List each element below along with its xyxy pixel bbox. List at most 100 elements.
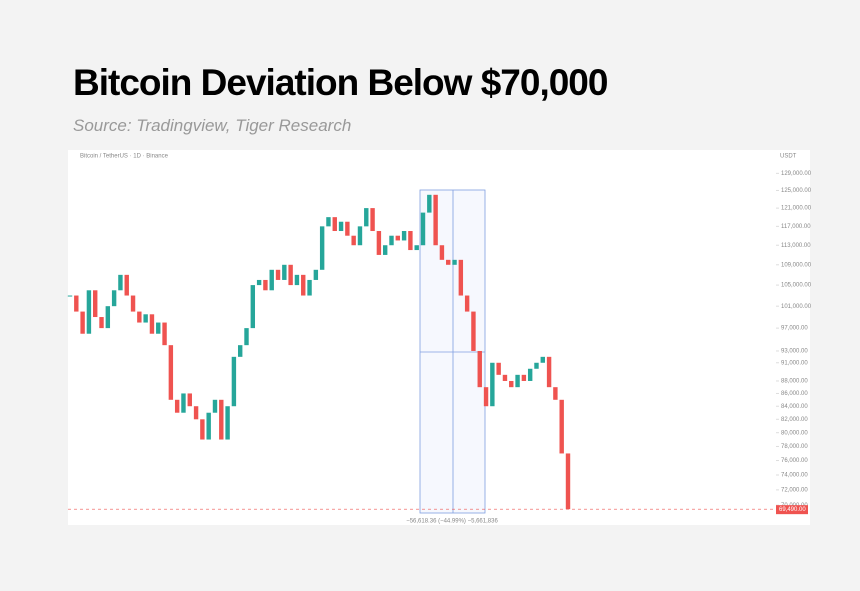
candle-body — [464, 295, 470, 312]
candle-body — [193, 406, 199, 420]
candle-body — [565, 453, 571, 510]
y-tick-label: 101,000.00 — [781, 304, 812, 310]
candle-body — [256, 279, 262, 286]
candle-body — [174, 399, 180, 413]
candle-body — [74, 295, 79, 312]
candle-body — [439, 245, 445, 260]
candle-body — [212, 399, 218, 413]
candle-body — [509, 380, 514, 388]
candle-body — [294, 274, 300, 286]
candle-body — [490, 362, 495, 407]
candle-body — [143, 314, 148, 323]
candle-body — [219, 399, 224, 440]
candle-body — [326, 217, 331, 227]
candle-body — [483, 387, 489, 407]
candle-body — [427, 194, 432, 213]
candle-body — [553, 387, 558, 400]
candle-body — [414, 245, 419, 251]
y-tick-label: 93,000.00 — [781, 349, 808, 355]
candle-body — [433, 194, 438, 246]
y-tick-label: 121,000.00 — [781, 206, 812, 212]
y-tick-label: 72,000.00 — [781, 487, 808, 493]
measure-label: −56,618.36 (−44.99%) −5,661,836 — [406, 519, 498, 525]
candle-body — [521, 374, 527, 381]
y-tick-label: 117,000.00 — [781, 224, 811, 230]
candle-body — [99, 317, 104, 329]
candle-body — [370, 208, 375, 232]
candle-body — [319, 226, 325, 270]
candle-body — [376, 231, 382, 255]
candle-body — [149, 314, 155, 334]
last-price-box — [776, 505, 808, 515]
chart-panel — [68, 150, 810, 525]
candle-body — [244, 328, 249, 346]
candle-body — [477, 350, 482, 388]
y-tick-label: 78,000.00 — [781, 444, 808, 450]
candle-body — [395, 235, 401, 241]
candle-body — [206, 412, 211, 440]
candle-body — [527, 368, 533, 381]
candle-body — [130, 295, 136, 312]
y-tick-label: 76,000.00 — [781, 458, 808, 464]
candle-body — [263, 279, 268, 291]
candle-body — [67, 295, 73, 297]
candle-body — [105, 306, 111, 329]
y-tick-label: 74,000.00 — [781, 473, 808, 479]
candle-body — [288, 264, 293, 286]
y-tick-label: 88,000.00 — [781, 379, 808, 385]
y-tick-label: 80,000.00 — [781, 430, 808, 436]
y-tick-label: 125,000.00 — [781, 188, 812, 194]
candle-body — [275, 269, 281, 280]
candle-body — [80, 311, 85, 334]
measure-box — [419, 189, 486, 514]
candle-body — [86, 290, 92, 334]
candle-body — [301, 274, 306, 296]
candle-body — [496, 362, 501, 375]
candle-body — [200, 419, 205, 440]
candle-body — [382, 245, 388, 255]
y-tick-label: 105,000.00 — [781, 283, 812, 289]
candle-body — [269, 269, 274, 291]
y-tick-label: 113,000.00 — [781, 243, 811, 249]
y-tick-label: 82,000.00 — [781, 417, 808, 423]
candle-body — [515, 374, 520, 388]
y-tick-label: 86,000.00 — [781, 391, 808, 397]
candle-body — [93, 290, 98, 318]
candle-body — [282, 264, 287, 280]
candle-body — [187, 393, 192, 407]
y-tick-label: 129,000.00 — [781, 171, 812, 177]
candle-body — [250, 285, 256, 329]
candle-body — [540, 356, 545, 363]
candle-body — [351, 235, 356, 246]
candle-body — [452, 259, 457, 265]
currency: USDT — [780, 154, 797, 160]
candle-body — [156, 322, 161, 334]
candle-body — [458, 259, 464, 296]
candle-body — [124, 274, 129, 296]
candle-body — [111, 290, 117, 307]
candle-body — [332, 217, 337, 232]
candle-body — [237, 345, 243, 357]
candle-body — [231, 356, 237, 407]
candle-body — [559, 399, 564, 454]
title: Bitcoin Deviation Below $70,000 — [73, 62, 608, 103]
y-tick-label: 97,000.00 — [781, 326, 808, 332]
last-price-label: 69,490.00 — [779, 507, 806, 513]
candle-body — [338, 221, 344, 232]
candle-body — [181, 393, 186, 413]
symbol: Bitcoin / TetherUS · 1D · Binance — [80, 154, 169, 160]
source: Source: Tradingview, Tiger Research — [73, 116, 352, 135]
candle-body — [420, 212, 426, 246]
candle-body — [364, 208, 369, 227]
candle-body — [168, 345, 174, 400]
candle-body — [502, 374, 508, 381]
candle-body — [546, 356, 552, 388]
candle-body — [162, 322, 167, 346]
candle-body — [313, 269, 319, 280]
candle-body — [389, 235, 394, 246]
candle-body — [357, 226, 363, 246]
candle-body — [118, 274, 123, 291]
candle-body — [408, 231, 413, 251]
